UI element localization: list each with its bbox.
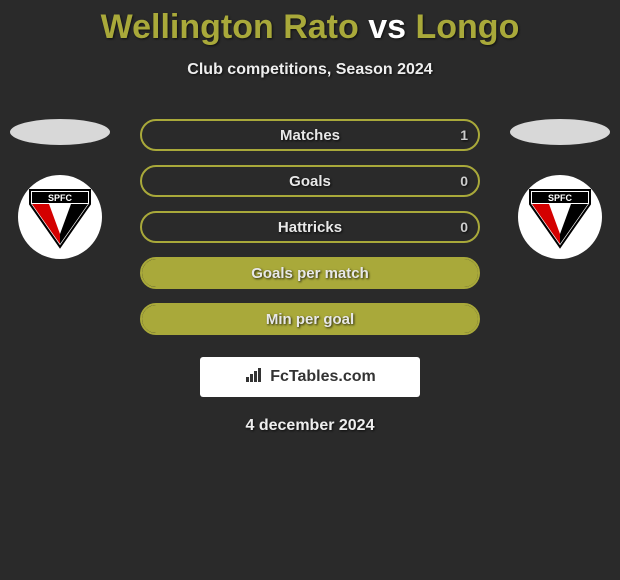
subtitle: Club competitions, Season 2024 xyxy=(0,61,620,79)
bar-value-p2: 0 xyxy=(460,167,468,195)
date-text: 4 december 2024 xyxy=(0,417,620,435)
svg-text:SPFC: SPFC xyxy=(48,193,73,203)
bar-value-p2: 0 xyxy=(460,213,468,241)
chart-icon xyxy=(244,367,264,388)
watermark-text: FcTables.com xyxy=(270,368,376,386)
bar-label: Goals per match xyxy=(142,259,478,287)
watermark: FcTables.com xyxy=(200,357,420,397)
player2-name: Longo xyxy=(416,8,520,46)
main-content: SPFC SPFC Matches1Goals0Hattricks0Goals … xyxy=(0,119,620,435)
stat-bar: Goals0 xyxy=(140,165,480,197)
bar-label: Hattricks xyxy=(142,213,478,241)
svg-text:SPFC: SPFC xyxy=(548,193,573,203)
stat-bar: Goals per match xyxy=(140,257,480,289)
stat-bar: Hattricks0 xyxy=(140,211,480,243)
stats-bars: Matches1Goals0Hattricks0Goals per matchM… xyxy=(140,119,480,335)
stat-bar: Min per goal xyxy=(140,303,480,335)
player2-photo xyxy=(510,119,610,145)
player1-name: Wellington Rato xyxy=(101,8,359,46)
spfc-crest-icon: SPFC xyxy=(525,182,595,252)
bar-label: Min per goal xyxy=(142,305,478,333)
page-title: Wellington Rato vs Longo xyxy=(0,0,620,47)
player1-club-badge: SPFC xyxy=(18,175,102,259)
stat-bar: Matches1 xyxy=(140,119,480,151)
comparison-widget: Wellington Rato vs Longo Club competitio… xyxy=(0,0,620,435)
vs-text: vs xyxy=(368,8,406,46)
bar-label: Matches xyxy=(142,121,478,149)
player2-club-badge: SPFC xyxy=(518,175,602,259)
bar-label: Goals xyxy=(142,167,478,195)
bar-value-p2: 1 xyxy=(460,121,468,149)
spfc-crest-icon: SPFC xyxy=(25,182,95,252)
player1-photo xyxy=(10,119,110,145)
